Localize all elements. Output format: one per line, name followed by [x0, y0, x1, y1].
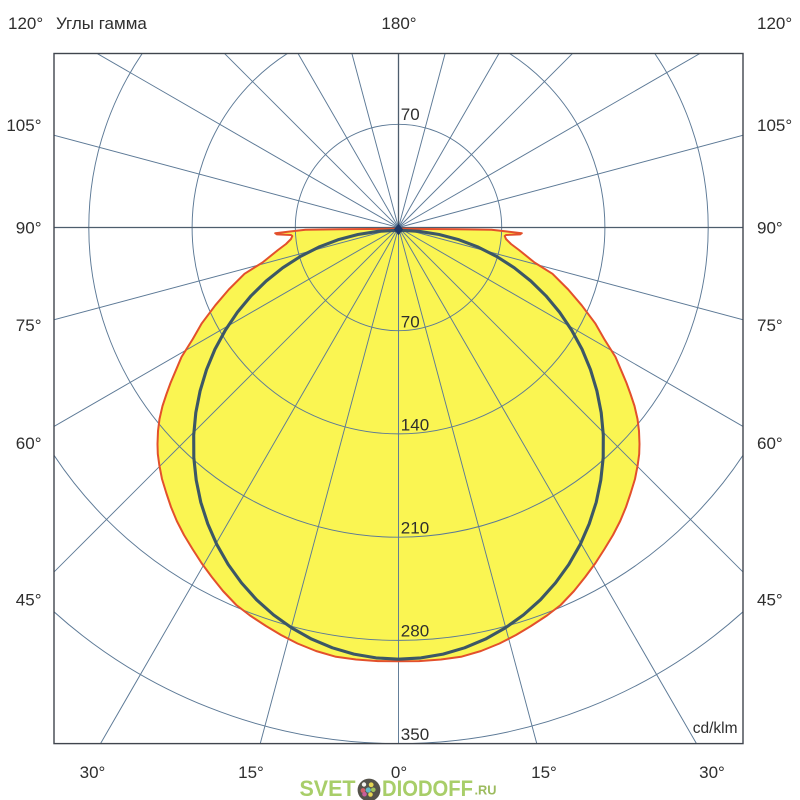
- svg-text:Углы гамма: Углы гамма: [56, 14, 147, 33]
- svg-text:30°: 30°: [80, 763, 106, 782]
- svg-text:75°: 75°: [757, 316, 783, 335]
- svg-text:SVET: SVET: [300, 776, 357, 800]
- svg-text:180°: 180°: [381, 14, 416, 33]
- svg-text:70: 70: [401, 313, 420, 332]
- svg-text:45°: 45°: [16, 591, 42, 610]
- svg-text:280: 280: [401, 622, 429, 641]
- svg-text:.RU: .RU: [475, 783, 497, 798]
- svg-text:210: 210: [401, 519, 429, 538]
- svg-text:30°: 30°: [699, 763, 725, 782]
- svg-text:75°: 75°: [16, 316, 42, 335]
- svg-text:DIODOFF: DIODOFF: [382, 776, 473, 800]
- svg-text:105°: 105°: [757, 116, 792, 135]
- svg-text:350: 350: [401, 725, 429, 744]
- svg-text:15°: 15°: [531, 763, 557, 782]
- svg-text:60°: 60°: [757, 434, 783, 453]
- svg-text:120°: 120°: [8, 14, 43, 33]
- svg-text:70: 70: [401, 105, 420, 124]
- svg-text:140: 140: [401, 416, 429, 435]
- svg-text:60°: 60°: [16, 434, 42, 453]
- svg-text:15°: 15°: [238, 763, 264, 782]
- svg-text:0°: 0°: [391, 763, 407, 782]
- svg-text:120°: 120°: [757, 14, 792, 33]
- svg-text:90°: 90°: [757, 219, 783, 238]
- svg-text:cd/klm: cd/klm: [693, 720, 738, 737]
- svg-text:105°: 105°: [6, 116, 41, 135]
- svg-text:45°: 45°: [757, 591, 783, 610]
- svg-text:90°: 90°: [16, 219, 42, 238]
